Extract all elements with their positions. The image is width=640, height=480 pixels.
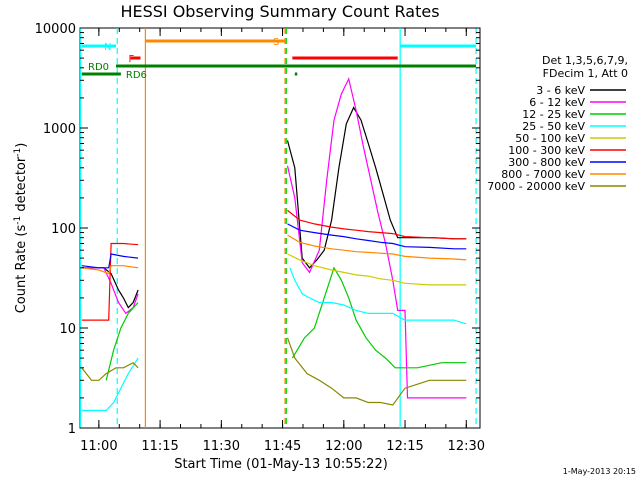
- legend-label-7: 800 - 7000 keV: [501, 168, 585, 181]
- series-line-5-1: [287, 209, 467, 240]
- y-tick-label-3: 1000: [43, 122, 76, 137]
- plot-frame: [79, 27, 481, 429]
- series-line-8-1: [286, 337, 467, 406]
- series-line-4-0: [287, 253, 467, 286]
- legend-label-2: 12 - 25 keV: [522, 108, 585, 121]
- series-line-5-0: [81, 242, 139, 321]
- series-lines: [81, 77, 467, 411]
- series-line-0-1: [286, 106, 467, 269]
- x-tick-label-4: 12:00: [325, 439, 362, 454]
- y-tick-label-2: 100: [51, 222, 76, 237]
- legend-label-6: 300 - 800 keV: [508, 156, 585, 169]
- legend-label-8: 7000 - 20000 keV: [487, 180, 585, 193]
- series-line-2-1: [291, 266, 467, 369]
- series-line-8-0: [81, 361, 139, 381]
- series-line-3-1: [289, 267, 467, 325]
- flag-label-rd0: RD0: [88, 62, 109, 73]
- x-tick-label-2: 11:30: [203, 439, 240, 454]
- series-line-6-0: [81, 253, 139, 269]
- legend-label-0: 3 - 6 keV: [536, 84, 585, 97]
- flag-label-n: N: [104, 42, 111, 53]
- legend-label-4: 50 - 100 keV: [515, 132, 585, 145]
- legend-label-5: 100 - 300 keV: [508, 144, 585, 157]
- legend-label-1: 6 - 12 keV: [529, 96, 585, 109]
- flag-label-f: F: [129, 54, 135, 65]
- x-tick-label-0: 11:00: [80, 439, 117, 454]
- y-label-sup: -1: [13, 216, 23, 225]
- plot-border: [79, 27, 481, 429]
- y-label-end: ): [14, 143, 29, 148]
- y-axis-label: Count Rate (s-1 detector-1): [13, 143, 29, 314]
- legend-header-0: Det 1,3,5,6,7,9,: [542, 54, 628, 67]
- series-line-2-0: [105, 302, 139, 381]
- x-tick-label-5: 12:15: [386, 439, 423, 454]
- series-line-3-0: [81, 357, 139, 411]
- legend-header-1: FDecim 1, Att 0: [543, 67, 628, 80]
- x-axis-label: Start Time (01-May-13 10:55:22): [174, 457, 388, 472]
- x-tick-label-6: 12:30: [448, 439, 485, 454]
- series-line-0-0: [81, 267, 139, 309]
- y-tick-label-1: 10: [59, 322, 76, 337]
- series-line-6-1: [287, 223, 467, 250]
- chart-title: HESSI Observing Summary Count Rates: [120, 2, 439, 21]
- y-label-mid: detector: [14, 156, 29, 216]
- y-label-sup2: -1: [13, 148, 23, 157]
- series-line-7-0: [81, 265, 139, 275]
- flag-label-rd6: RD6: [126, 70, 147, 81]
- y-label-main: Count Rate (s: [14, 225, 29, 314]
- y-tick-label-0: 1: [68, 422, 76, 437]
- legend-label-3: 25 - 50 keV: [522, 120, 585, 133]
- x-tick-label-1: 11:15: [141, 439, 178, 454]
- timestamp: 1-May-2013 20:15: [563, 467, 636, 476]
- x-tick-label-3: 11:45: [264, 439, 301, 454]
- axes: 11:00 11:15 11:30 11:45 12:00 12:15 12:30 1 10 10…: [35, 22, 485, 454]
- series-line-7-1: [287, 234, 467, 261]
- y-tick-label-4: 10000: [35, 22, 76, 37]
- legend: Det 1,3,5,6,7,9,FDecim 1, Att 0 3 - 6 keV…: [487, 54, 628, 193]
- flag-label-s: S: [273, 37, 279, 48]
- flag-bars: N S F RD0 RD6: [81, 37, 477, 81]
